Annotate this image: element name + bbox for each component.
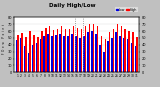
Bar xyxy=(120,26,122,72)
Bar xyxy=(115,32,116,72)
Bar xyxy=(53,30,54,72)
Bar xyxy=(89,24,90,72)
Bar xyxy=(119,36,120,72)
Bar xyxy=(36,43,37,72)
Bar xyxy=(107,41,109,72)
Bar xyxy=(29,31,31,72)
Bar xyxy=(135,46,136,72)
Bar xyxy=(81,29,82,72)
Bar xyxy=(124,29,126,72)
Bar xyxy=(99,45,101,72)
Bar xyxy=(41,31,43,72)
Bar xyxy=(105,39,106,72)
Bar xyxy=(16,40,17,72)
Bar xyxy=(113,29,114,72)
Bar xyxy=(25,37,27,72)
Bar xyxy=(24,46,25,72)
Bar xyxy=(97,26,98,72)
Legend: Low, High: Low, High xyxy=(115,7,138,12)
Bar xyxy=(77,28,78,72)
Bar xyxy=(59,34,61,72)
Bar xyxy=(48,34,49,72)
Bar xyxy=(128,31,130,72)
Bar xyxy=(69,29,70,72)
Bar xyxy=(45,28,47,72)
Bar xyxy=(40,39,41,72)
Bar xyxy=(75,36,77,72)
Bar xyxy=(111,38,113,72)
Bar xyxy=(127,39,128,72)
Bar xyxy=(83,36,85,72)
Bar xyxy=(131,43,132,72)
Bar xyxy=(63,36,65,72)
Bar xyxy=(95,34,97,72)
Bar xyxy=(103,52,105,72)
Bar xyxy=(17,35,19,72)
Bar xyxy=(20,38,21,72)
Bar xyxy=(93,24,94,72)
Bar xyxy=(87,32,89,72)
Text: F  D  e  w    P  o  i  n  t: F D e w P o i n t xyxy=(2,24,6,54)
Bar xyxy=(123,38,124,72)
Bar xyxy=(57,29,58,72)
Bar xyxy=(37,37,39,72)
Bar xyxy=(61,26,62,72)
Bar xyxy=(32,45,33,72)
Bar xyxy=(101,36,102,72)
Bar xyxy=(52,36,53,72)
Bar xyxy=(21,33,23,72)
Bar xyxy=(49,26,51,72)
Bar xyxy=(91,31,93,72)
Bar xyxy=(73,26,74,72)
Bar xyxy=(71,34,73,72)
Bar xyxy=(44,36,45,72)
Bar xyxy=(28,53,29,72)
Bar xyxy=(55,35,57,72)
Bar xyxy=(136,37,138,72)
Bar xyxy=(65,29,66,72)
Bar xyxy=(67,36,69,72)
Bar xyxy=(116,24,118,72)
Text: Daily High/Low: Daily High/Low xyxy=(49,3,95,8)
Bar xyxy=(33,35,35,72)
Bar xyxy=(85,26,86,72)
Bar xyxy=(132,32,134,72)
Bar xyxy=(79,38,81,72)
Bar xyxy=(109,32,110,72)
